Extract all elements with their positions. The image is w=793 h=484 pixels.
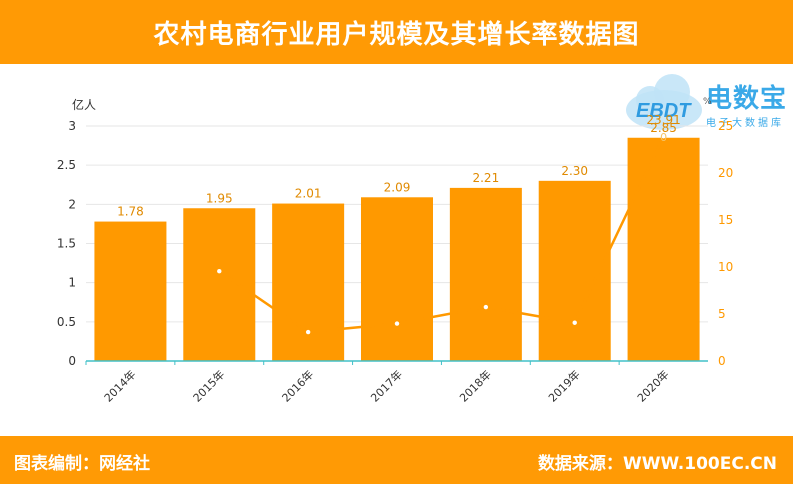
y-left-tick-label: 0 bbox=[68, 354, 76, 368]
bar-value-label: 2.30 bbox=[561, 164, 588, 178]
bar-value-label: 2.21 bbox=[472, 171, 499, 185]
bar bbox=[94, 221, 167, 361]
footer-banner: 图表编制：网经社 数据来源：WWW.100EC.CN bbox=[0, 436, 793, 484]
y-right-unit: % bbox=[703, 97, 712, 107]
logo-emblem-text: EBDT bbox=[636, 100, 692, 122]
y-left-tick-label: 1.5 bbox=[57, 237, 76, 251]
growth-point bbox=[305, 329, 311, 335]
bar bbox=[449, 187, 522, 361]
growth-point bbox=[661, 134, 666, 139]
x-tick-label: 2016年 bbox=[279, 367, 316, 404]
growth-line-series: 23.91 0 bbox=[217, 113, 681, 335]
y-left-tick-label: 1 bbox=[68, 276, 76, 290]
growth-value-label: 0 bbox=[660, 131, 667, 144]
y-right-tick-label: 5 bbox=[718, 307, 726, 321]
bar-value-label: 2.09 bbox=[384, 180, 411, 194]
growth-line bbox=[218, 135, 665, 334]
growth-point bbox=[572, 320, 577, 325]
y-left-tick-label: 3 bbox=[68, 119, 76, 133]
logo-name: 电数宝 bbox=[706, 84, 788, 114]
page-title: 农村电商行业用户规模及其增长率数据图 bbox=[153, 19, 640, 50]
source-label: 数据来源： bbox=[537, 454, 623, 474]
chart-title-banner: 农村电商行业用户规模及其增长率数据图 bbox=[0, 0, 793, 64]
y-left-unit: 亿人 bbox=[72, 98, 97, 112]
bar-value-label: 1.95 bbox=[206, 191, 233, 205]
y-left-tick-label: 2.5 bbox=[57, 158, 76, 172]
x-tick-label: 2014年 bbox=[101, 367, 138, 404]
bar-value-label: 1.78 bbox=[117, 205, 144, 219]
y-left-tick-label: 2 bbox=[68, 197, 76, 211]
growth-value-label: 23.91 bbox=[646, 113, 680, 127]
chart-editor: 图表编制：网经社 bbox=[14, 449, 150, 474]
editor-label: 图表编制： bbox=[14, 454, 99, 474]
data-source: 数据来源：WWW.100EC.CN bbox=[538, 449, 777, 474]
bar-line-chart: 1.78 1.95 2.01 2.09 2.21 2.30 2.85 23.91 0 0 0.5… bbox=[57, 113, 733, 405]
growth-point bbox=[483, 304, 489, 310]
logo-subtitle: 电子大数据库 bbox=[706, 118, 784, 129]
y-right-tick-label: 15 bbox=[718, 213, 733, 227]
bar bbox=[272, 203, 345, 361]
bar bbox=[183, 208, 256, 361]
source-value: WWW.100EC.CN bbox=[622, 454, 777, 474]
editor-value: 网经社 bbox=[99, 454, 150, 474]
x-tick-label: 2020年 bbox=[634, 367, 671, 404]
cloud-logo-icon: EBDT bbox=[626, 74, 702, 130]
y-right-tick-label: 0 bbox=[718, 354, 726, 368]
y-right-tick-label: 20 bbox=[718, 166, 733, 180]
y-right-tick-label: 25 bbox=[718, 119, 733, 133]
bar-value-label: 2.85 bbox=[650, 121, 677, 135]
y-left-tick-label: 0.5 bbox=[57, 315, 76, 329]
x-tick-label: 2019年 bbox=[545, 367, 582, 404]
x-tick-label: 2018年 bbox=[457, 367, 494, 404]
bar bbox=[361, 197, 433, 361]
y-right-tick-label: 10 bbox=[718, 260, 733, 274]
x-tick-label: 2017年 bbox=[368, 367, 405, 404]
bar-series: 1.78 1.95 2.01 2.09 2.21 2.30 2.85 bbox=[94, 121, 700, 361]
x-tick-label: 2015年 bbox=[190, 367, 227, 404]
growth-point bbox=[217, 269, 222, 274]
bar bbox=[627, 137, 700, 361]
growth-point bbox=[394, 321, 400, 326]
bar-value-label: 2.01 bbox=[295, 187, 322, 201]
